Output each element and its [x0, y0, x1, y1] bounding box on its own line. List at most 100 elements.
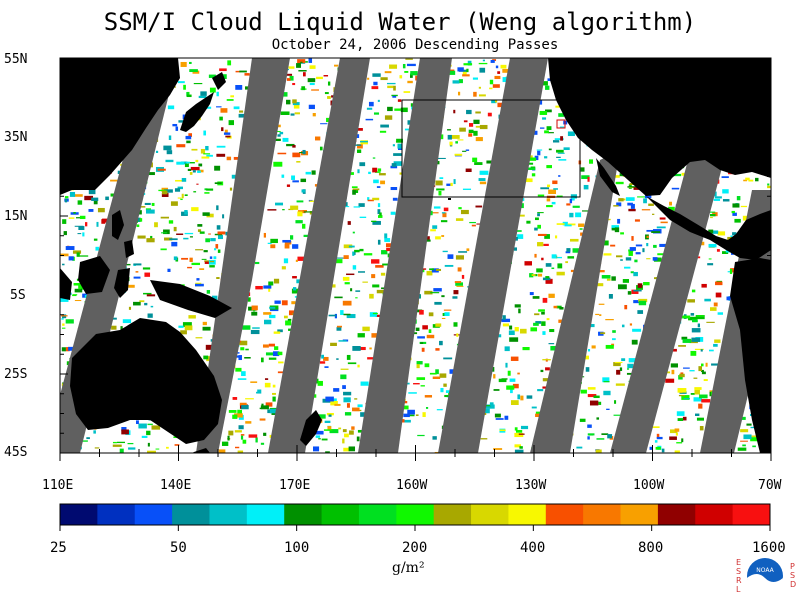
cloud-pixel	[465, 168, 472, 173]
cloud-pixel	[286, 184, 291, 187]
cloud-pixel	[292, 152, 301, 158]
colorbar-label-800: 800	[638, 540, 664, 556]
cloud-pixel	[62, 263, 65, 266]
cloud-pixel	[634, 219, 640, 222]
cloud-pixel	[208, 233, 211, 235]
cloud-pixel	[755, 177, 759, 182]
cloud-pixel	[587, 176, 590, 182]
cloud-pixel	[293, 104, 300, 109]
cloud-pixel	[375, 171, 381, 173]
cloud-pixel	[242, 325, 251, 330]
cloud-pixel	[430, 229, 436, 232]
cloud-pixel	[520, 425, 529, 430]
cloud-pixel	[706, 321, 715, 323]
cloud-pixel	[482, 59, 486, 62]
cloud-pixel	[633, 271, 638, 277]
cloud-pixel	[670, 363, 678, 368]
cloud-pixel	[338, 340, 347, 342]
cloud-pixel	[333, 388, 340, 392]
cloud-pixel	[203, 130, 207, 136]
cloud-pixel	[384, 233, 388, 239]
cloud-pixel	[462, 150, 467, 152]
land-borneo	[78, 256, 110, 294]
cloud-pixel	[290, 235, 294, 240]
cloud-pixel	[327, 96, 331, 99]
cloud-pixel	[173, 226, 177, 232]
cloud-pixel	[664, 371, 671, 374]
cloud-pixel	[428, 329, 432, 334]
cloud-pixel	[558, 319, 564, 323]
cloud-pixel	[351, 426, 355, 430]
cloud-pixel	[186, 161, 190, 164]
cloud-pixel	[479, 67, 486, 73]
cloud-pixel	[435, 369, 439, 375]
cloud-pixel	[406, 63, 416, 67]
cloud-pixel	[112, 441, 117, 444]
cloud-pixel	[194, 283, 204, 287]
cloud-pixel	[674, 450, 680, 453]
cloud-pixel	[478, 178, 486, 182]
cloud-pixel	[502, 323, 510, 327]
cloud-pixel	[580, 389, 587, 394]
cloud-pixel	[432, 436, 437, 440]
cloud-pixel	[360, 412, 368, 417]
cloud-pixel	[386, 247, 393, 252]
cloud-pixel	[343, 244, 353, 249]
cloud-pixel	[61, 327, 66, 329]
cloud-pixel	[189, 172, 193, 175]
cloud-pixel	[268, 288, 271, 292]
cloud-pixel	[206, 154, 213, 157]
cloud-pixel	[154, 222, 158, 228]
cloud-pixel	[679, 373, 685, 378]
cloud-pixel	[176, 233, 184, 235]
cloud-pixel	[110, 179, 120, 182]
cloud-pixel	[319, 146, 323, 151]
cloud-pixel	[317, 380, 323, 386]
cloud-pixel	[371, 86, 379, 90]
cloud-pixel	[669, 436, 677, 440]
cloud-pixel	[633, 289, 642, 292]
cloud-pixel	[601, 275, 611, 279]
cloud-pixel	[146, 238, 155, 243]
cloud-pixel	[587, 387, 596, 390]
cloud-pixel	[542, 297, 548, 303]
cloud-pixel	[444, 264, 454, 267]
cloud-pixel	[419, 309, 424, 315]
cloud-pixel	[565, 261, 569, 264]
cloud-pixel	[730, 235, 733, 237]
cloud-pixel	[553, 305, 558, 309]
cloud-pixel	[617, 218, 621, 224]
cloud-pixel	[61, 315, 68, 317]
cloud-pixel	[410, 71, 418, 76]
cloud-pixel	[534, 274, 538, 277]
cloud-pixel	[340, 310, 344, 315]
cloud-pixel	[408, 392, 417, 394]
cloud-pixel	[72, 294, 77, 297]
cloud-pixel	[534, 155, 539, 161]
cloud-pixel	[292, 82, 296, 86]
land-north-america	[548, 58, 771, 196]
cloud-pixel	[277, 329, 283, 333]
cloud-pixel	[201, 156, 210, 159]
cloud-pixel	[390, 165, 398, 169]
cloud-pixel	[372, 197, 380, 201]
cloud-pixel	[494, 413, 501, 418]
cloud-pixel	[473, 91, 477, 97]
cloud-pixel	[177, 197, 182, 199]
cloud-pixel	[424, 290, 433, 295]
cloud-pixel	[694, 387, 702, 390]
cloud-pixel	[643, 282, 650, 286]
cloud-pixel	[591, 345, 596, 349]
cloud-pixel	[281, 300, 288, 306]
cloud-pixel	[314, 430, 324, 435]
cloud-pixel	[302, 223, 306, 229]
cloud-pixel	[546, 126, 552, 131]
cloud-pixel	[453, 290, 459, 295]
cloud-pixel	[202, 321, 207, 326]
cloud-pixel	[578, 223, 585, 227]
cloud-pixel	[178, 120, 187, 123]
cloud-pixel	[696, 315, 705, 317]
cloud-pixel	[321, 438, 328, 441]
cloud-pixel	[509, 378, 516, 382]
